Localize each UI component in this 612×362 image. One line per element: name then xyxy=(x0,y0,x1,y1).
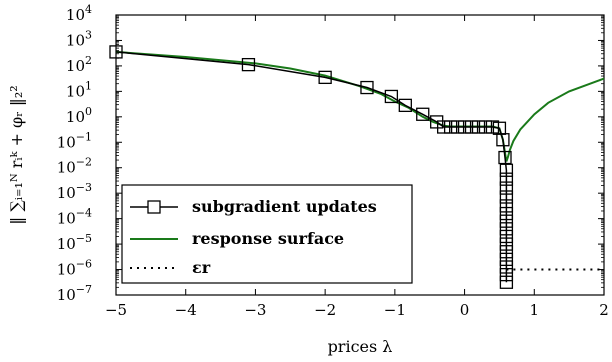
subgradient-marker xyxy=(443,120,458,134)
subgradient-marker xyxy=(416,107,430,121)
legend: subgradient updates response surface εr xyxy=(121,184,413,284)
subgradient-marker xyxy=(499,229,514,244)
subgradient-marker xyxy=(499,214,514,228)
subgradient-marker xyxy=(471,120,486,134)
y-tick-label: 104 xyxy=(66,3,92,24)
y-tick-label: 10−7 xyxy=(57,283,92,304)
series-response-surface-line xyxy=(115,50,605,162)
y-tick-label: 10−3 xyxy=(57,181,92,202)
subgradient-marker xyxy=(499,163,514,177)
subgradient-marker xyxy=(464,120,479,134)
y-tick-label: 100 xyxy=(66,105,92,126)
subgradient-marker xyxy=(499,172,514,186)
subgradient-marker xyxy=(498,150,512,165)
y-tick-label: 102 xyxy=(66,54,92,75)
legend-label: subgradient updates xyxy=(192,197,377,216)
y-tick-label: 10−1 xyxy=(57,130,92,151)
subgradient-marker xyxy=(398,98,412,113)
series-layer xyxy=(109,45,605,289)
y-tick-label: 10−5 xyxy=(57,232,92,253)
y-tick-label: 10−2 xyxy=(57,156,92,177)
y-axis-label: ‖ ∑ᵢ₌₁ᴺ rᵢᵏ + φᵣ ‖₂² xyxy=(7,85,26,224)
subgradient-marker xyxy=(499,199,514,213)
subgradient-marker xyxy=(499,275,514,289)
subgradient-marker xyxy=(437,120,451,134)
subgradient-marker xyxy=(450,120,465,134)
subgradient-marker xyxy=(499,267,514,282)
x-tick-label: 1 xyxy=(530,301,540,319)
x-tick-label: 2 xyxy=(599,301,609,319)
y-tick-label: 10−4 xyxy=(57,207,92,228)
x-tick-label: −1 xyxy=(384,301,406,319)
subgradient-marker xyxy=(499,190,514,204)
subgradient-marker xyxy=(457,120,472,134)
legend-label: response surface xyxy=(192,229,344,248)
subgradient-marker xyxy=(318,70,332,85)
x-tick-label: −2 xyxy=(314,301,336,319)
subgradient-marker xyxy=(384,89,399,104)
subgradient-marker xyxy=(499,260,514,274)
plot-frame xyxy=(115,14,605,296)
subgradient-marker xyxy=(485,120,500,134)
legend-marker-subgradient xyxy=(147,200,161,214)
subgradient-marker xyxy=(109,45,123,59)
subgradient-marker xyxy=(430,115,444,129)
subgradient-marker xyxy=(478,120,493,134)
subgradient-marker xyxy=(499,252,514,267)
legend-label: εr xyxy=(192,258,211,277)
subgradient-marker xyxy=(360,80,374,95)
x-axis-label: prices λ xyxy=(328,337,393,356)
subgradient-marker xyxy=(499,222,514,236)
subgradient-marker xyxy=(499,237,514,251)
y-tick-label: 10−6 xyxy=(57,258,92,279)
subgradient-marker xyxy=(499,245,514,259)
subgradient-marker xyxy=(499,181,514,195)
legend-box xyxy=(121,184,413,284)
subgradient-marker xyxy=(499,206,514,221)
x-tick-label: −4 xyxy=(175,301,197,319)
subgradient-marker xyxy=(496,133,510,147)
x-tick-label: 0 xyxy=(460,301,470,319)
x-tick-label: −5 xyxy=(105,301,127,319)
x-tick-label: −3 xyxy=(244,301,266,319)
y-tick-label: 101 xyxy=(66,79,92,100)
y-tick-label: 103 xyxy=(66,28,92,49)
subgradient-marker xyxy=(241,57,256,72)
